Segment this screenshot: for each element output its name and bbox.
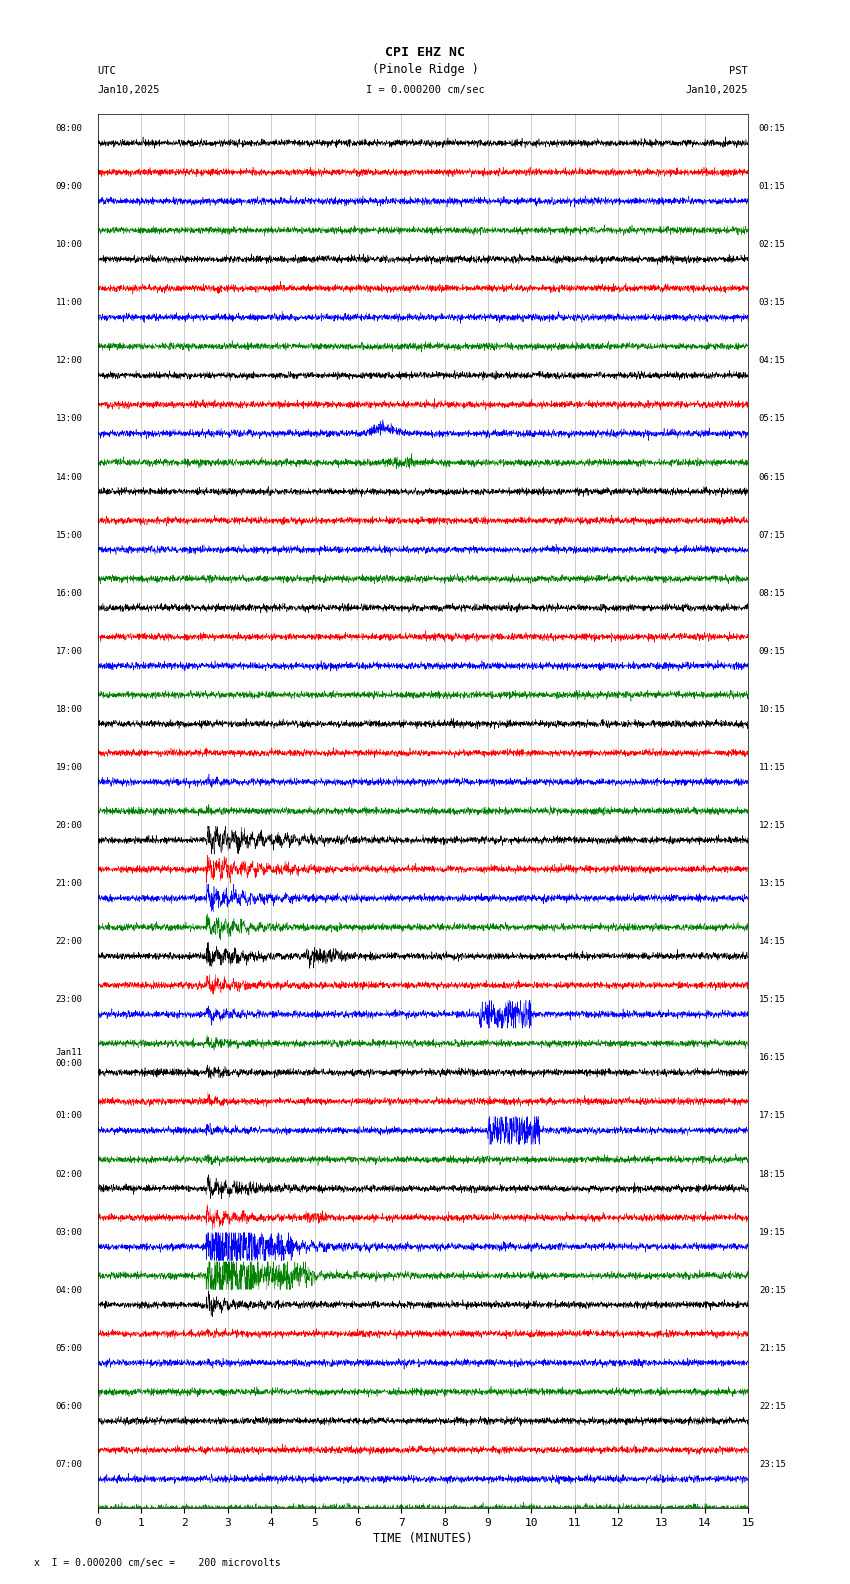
- Text: 10:15: 10:15: [759, 705, 785, 714]
- Text: Jan10,2025: Jan10,2025: [98, 86, 161, 95]
- Text: 15:00: 15:00: [56, 531, 82, 540]
- Text: 19:15: 19:15: [759, 1228, 785, 1237]
- Text: 08:00: 08:00: [56, 124, 82, 133]
- X-axis label: TIME (MINUTES): TIME (MINUTES): [373, 1532, 473, 1544]
- Text: 12:15: 12:15: [759, 821, 785, 830]
- Text: 19:00: 19:00: [56, 763, 82, 771]
- Text: 09:15: 09:15: [759, 646, 785, 656]
- Text: 12:00: 12:00: [56, 356, 82, 366]
- Text: (Pinole Ridge ): (Pinole Ridge ): [371, 63, 479, 76]
- Text: 13:15: 13:15: [759, 879, 785, 889]
- Text: Jan10,2025: Jan10,2025: [685, 86, 748, 95]
- Text: CPI EHZ NC: CPI EHZ NC: [385, 46, 465, 59]
- Text: 14:00: 14:00: [56, 472, 82, 482]
- Text: 04:15: 04:15: [759, 356, 785, 366]
- Text: x  I = 0.000200 cm/sec =    200 microvolts: x I = 0.000200 cm/sec = 200 microvolts: [34, 1559, 280, 1568]
- Text: 18:15: 18:15: [759, 1169, 785, 1178]
- Text: 04:00: 04:00: [56, 1286, 82, 1294]
- Text: UTC: UTC: [98, 67, 116, 76]
- Text: 15:15: 15:15: [759, 995, 785, 1004]
- Text: 07:15: 07:15: [759, 531, 785, 540]
- Text: 08:15: 08:15: [759, 589, 785, 597]
- Text: 13:00: 13:00: [56, 415, 82, 423]
- Text: PST: PST: [729, 67, 748, 76]
- Text: 18:00: 18:00: [56, 705, 82, 714]
- Text: 22:15: 22:15: [759, 1402, 785, 1411]
- Text: 06:15: 06:15: [759, 472, 785, 482]
- Text: 20:15: 20:15: [759, 1286, 785, 1294]
- Text: 05:15: 05:15: [759, 415, 785, 423]
- Text: 11:00: 11:00: [56, 298, 82, 307]
- Text: 00:15: 00:15: [759, 124, 785, 133]
- Text: 05:00: 05:00: [56, 1343, 82, 1353]
- Text: 22:00: 22:00: [56, 938, 82, 946]
- Text: I = 0.000200 cm/sec: I = 0.000200 cm/sec: [366, 86, 484, 95]
- Text: 21:15: 21:15: [759, 1343, 785, 1353]
- Text: 02:00: 02:00: [56, 1169, 82, 1178]
- Text: 20:00: 20:00: [56, 821, 82, 830]
- Text: 16:15: 16:15: [759, 1053, 785, 1063]
- Text: 03:00: 03:00: [56, 1228, 82, 1237]
- Text: 14:15: 14:15: [759, 938, 785, 946]
- Text: 01:15: 01:15: [759, 182, 785, 192]
- Text: 06:00: 06:00: [56, 1402, 82, 1411]
- Text: 07:00: 07:00: [56, 1460, 82, 1468]
- Text: 23:00: 23:00: [56, 995, 82, 1004]
- Text: 02:15: 02:15: [759, 241, 785, 249]
- Text: 01:00: 01:00: [56, 1112, 82, 1120]
- Text: 16:00: 16:00: [56, 589, 82, 597]
- Text: 03:15: 03:15: [759, 298, 785, 307]
- Text: 10:00: 10:00: [56, 241, 82, 249]
- Text: 17:00: 17:00: [56, 646, 82, 656]
- Text: 09:00: 09:00: [56, 182, 82, 192]
- Text: 21:00: 21:00: [56, 879, 82, 889]
- Text: 11:15: 11:15: [759, 763, 785, 771]
- Text: 23:15: 23:15: [759, 1460, 785, 1468]
- Text: Jan11
00:00: Jan11 00:00: [56, 1049, 82, 1068]
- Text: 17:15: 17:15: [759, 1112, 785, 1120]
